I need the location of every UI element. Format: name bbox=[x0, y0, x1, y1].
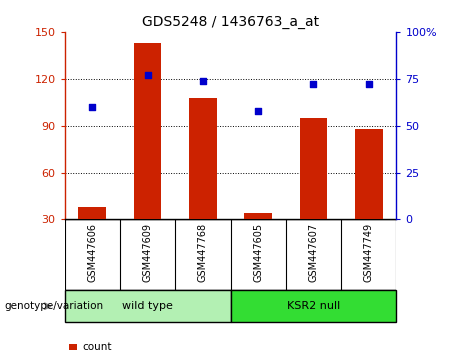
Text: GSM447768: GSM447768 bbox=[198, 223, 208, 282]
Point bbox=[254, 108, 262, 114]
Bar bbox=[300, 118, 327, 219]
Text: wild type: wild type bbox=[122, 301, 173, 311]
Title: GDS5248 / 1436763_a_at: GDS5248 / 1436763_a_at bbox=[142, 16, 319, 29]
Bar bbox=[134, 43, 161, 219]
Bar bbox=[65, 290, 230, 322]
Text: GSM447609: GSM447609 bbox=[142, 223, 153, 282]
Point bbox=[310, 81, 317, 87]
Point bbox=[199, 78, 207, 84]
Bar bbox=[230, 290, 396, 322]
Point bbox=[89, 104, 96, 110]
Point bbox=[365, 81, 372, 87]
Bar bbox=[355, 129, 383, 219]
Text: GSM447749: GSM447749 bbox=[364, 223, 374, 282]
Text: KSR2 null: KSR2 null bbox=[287, 301, 340, 311]
Text: GSM447607: GSM447607 bbox=[308, 223, 319, 282]
Bar bbox=[78, 207, 106, 219]
Point bbox=[144, 72, 151, 78]
Bar bbox=[244, 213, 272, 219]
Text: GSM447606: GSM447606 bbox=[87, 223, 97, 282]
Text: GSM447605: GSM447605 bbox=[253, 223, 263, 282]
Bar bbox=[189, 97, 217, 219]
Text: count: count bbox=[82, 342, 112, 352]
Text: genotype/variation: genotype/variation bbox=[5, 301, 104, 311]
